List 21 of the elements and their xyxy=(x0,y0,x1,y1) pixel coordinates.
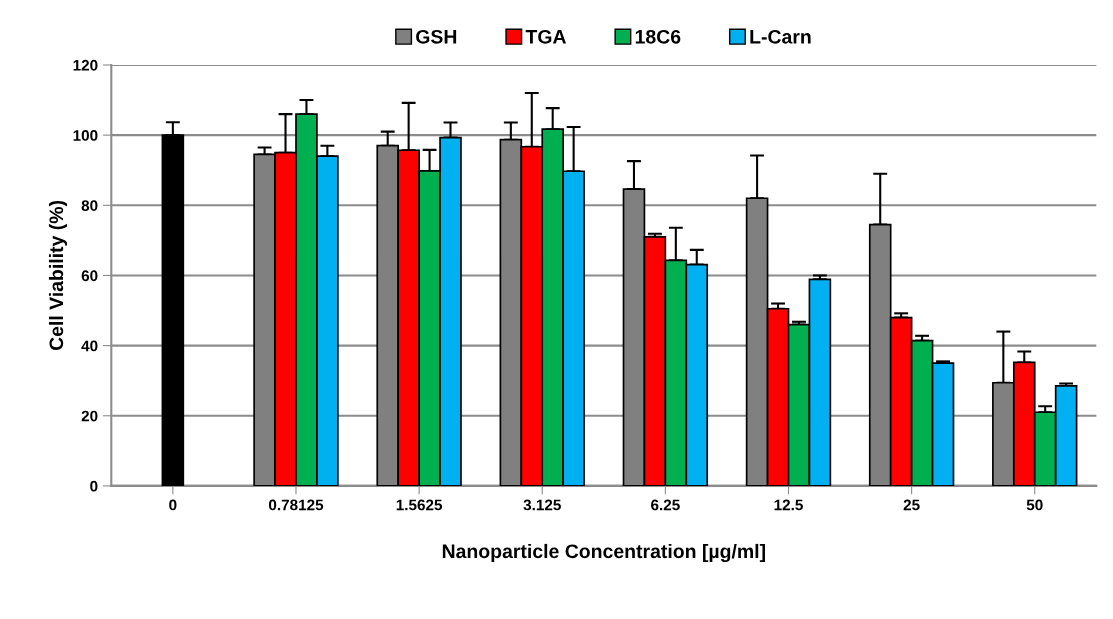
legend-label: L-Carn xyxy=(750,29,811,44)
y-tick-label: 120 xyxy=(73,59,98,71)
x-tick-label: 50 xyxy=(1026,499,1043,511)
y-tick-label: 20 xyxy=(81,410,98,422)
x-axis-title: Nanoparticle Concentration [µg/ml] xyxy=(442,543,765,563)
legend-label: TGA xyxy=(525,29,567,44)
y-axis-title: Cell Viability (%) xyxy=(48,200,68,351)
x-tick-label: 25 xyxy=(903,499,920,511)
x-tick-label: 12.5 xyxy=(774,499,803,511)
x-tick-label: 6.25 xyxy=(651,499,680,511)
legend-label: 18C6 xyxy=(635,29,681,44)
legend-label: GSH xyxy=(416,29,457,44)
x-tick-label: 1.5625 xyxy=(396,499,443,511)
x-tick-label: 0.78125 xyxy=(268,499,324,511)
y-tick-label: 0 xyxy=(90,480,98,492)
x-tick-label: 3.125 xyxy=(523,499,561,511)
y-tick-label: 60 xyxy=(81,270,98,282)
y-tick-label: 80 xyxy=(81,200,98,211)
y-tick-label: 40 xyxy=(81,340,98,352)
x-tick-label: 0 xyxy=(169,499,177,511)
y-tick-label: 100 xyxy=(73,130,98,141)
